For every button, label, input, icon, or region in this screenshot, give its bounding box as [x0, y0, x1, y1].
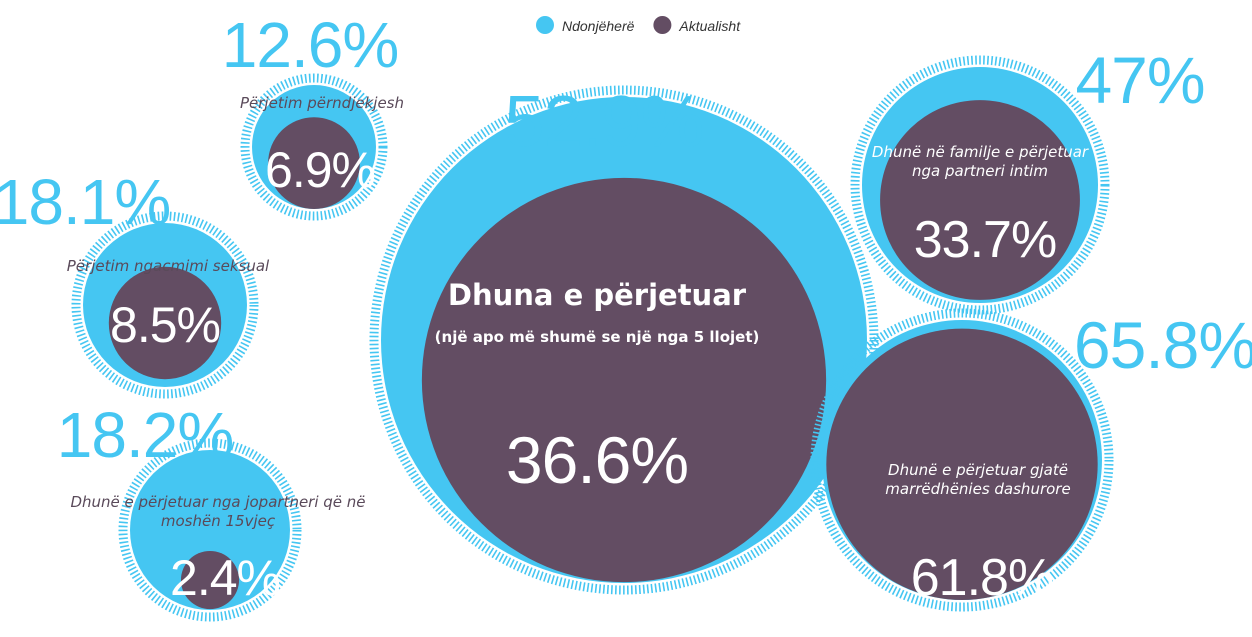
- inner-circle: [421, 177, 827, 583]
- outer-value-label: 52.9%: [504, 82, 703, 162]
- category-label: Dhunë në familje e përjetuar nga partner…: [871, 143, 1089, 180]
- inner-value-label: 61.8%: [911, 549, 1053, 607]
- inner-circle: [180, 550, 240, 610]
- inner-value-label: 8.5%: [110, 297, 220, 353]
- label-box: Dhuna e përjetuar: [447, 278, 747, 312]
- label-box: Dhunë e përjetuar nga jopartneri që në m…: [70, 493, 366, 530]
- category-label: Përjetim ngacmimi seksual: [66, 257, 270, 275]
- inner-value-label: 2.4%: [170, 550, 280, 606]
- category-label: Dhunë e përjetuar nga jopartneri që në m…: [70, 493, 366, 530]
- category-label: Përjetim përndjekjesh: [239, 94, 404, 112]
- legend-label: Ndonjëherë: [562, 18, 635, 34]
- inner-value-label: 36.6%: [506, 423, 688, 497]
- legend-swatch: [653, 16, 672, 34]
- subtitle: (një apo më shumë se një nga 5 llojet): [434, 328, 760, 346]
- legend: Ndonjëherë Aktualisht: [536, 16, 741, 34]
- inner-circle: [108, 266, 222, 380]
- tick-ring: [71, 211, 259, 399]
- category-label: Dhunë e përjetuar gjatë marrëdhënies das…: [885, 461, 1071, 498]
- legend-label: Aktualisht: [678, 18, 741, 34]
- label-box: Dhunë në familje e përjetuar nga partner…: [871, 143, 1089, 180]
- outer-value-label: 65.8%: [1074, 308, 1252, 382]
- inner-circle: [880, 100, 1080, 300]
- tick-ring: [118, 438, 302, 622]
- label-box: (një apo më shumë se një nga 5 llojet): [434, 328, 760, 346]
- tick-ring: [810, 308, 1114, 612]
- tick-ring: [240, 73, 388, 221]
- outer-value-label: 18.2%: [57, 399, 233, 471]
- outer-value-label: 18.1%: [0, 166, 170, 238]
- outer-value-label: 12.6%: [222, 9, 398, 81]
- label-box: Përjetim ngacmimi seksual: [66, 257, 270, 275]
- category-label: Dhuna e përjetuar: [447, 278, 747, 312]
- inner-value-label: 6.9%: [265, 142, 375, 198]
- tick-ring: [369, 85, 879, 595]
- tick-ring: [850, 55, 1110, 315]
- legend-swatch: [536, 16, 554, 34]
- outer-value-label: 47%: [1075, 43, 1204, 117]
- inner-value-label: 33.7%: [914, 211, 1056, 269]
- inner-circle: [268, 117, 360, 209]
- outer-circle: [130, 450, 290, 610]
- label-box: Përjetim përndjekjesh: [239, 94, 404, 112]
- inner-circle: [826, 328, 1098, 600]
- label-box: Dhunë e përjetuar gjatë marrëdhënies das…: [885, 461, 1071, 498]
